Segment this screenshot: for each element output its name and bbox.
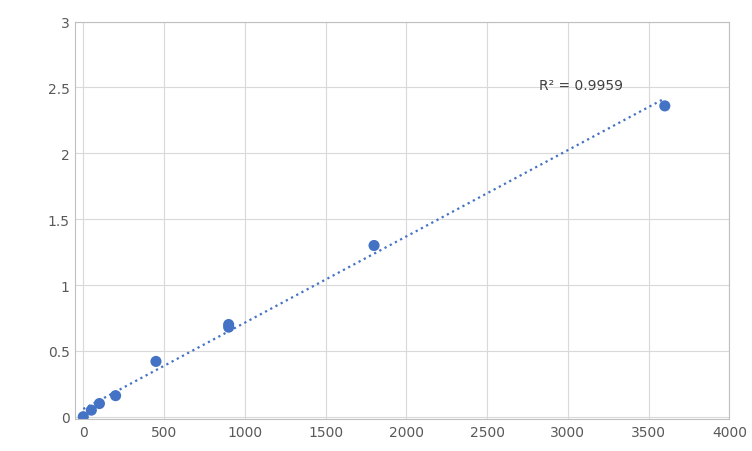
Point xyxy=(223,321,235,328)
Point xyxy=(93,400,105,407)
Point xyxy=(150,358,162,365)
Point xyxy=(368,242,380,249)
Text: R² = 0.9959: R² = 0.9959 xyxy=(539,78,623,92)
Point xyxy=(110,392,122,400)
Point xyxy=(223,324,235,331)
Point xyxy=(85,407,97,414)
Point xyxy=(659,103,671,110)
Point xyxy=(77,413,89,420)
